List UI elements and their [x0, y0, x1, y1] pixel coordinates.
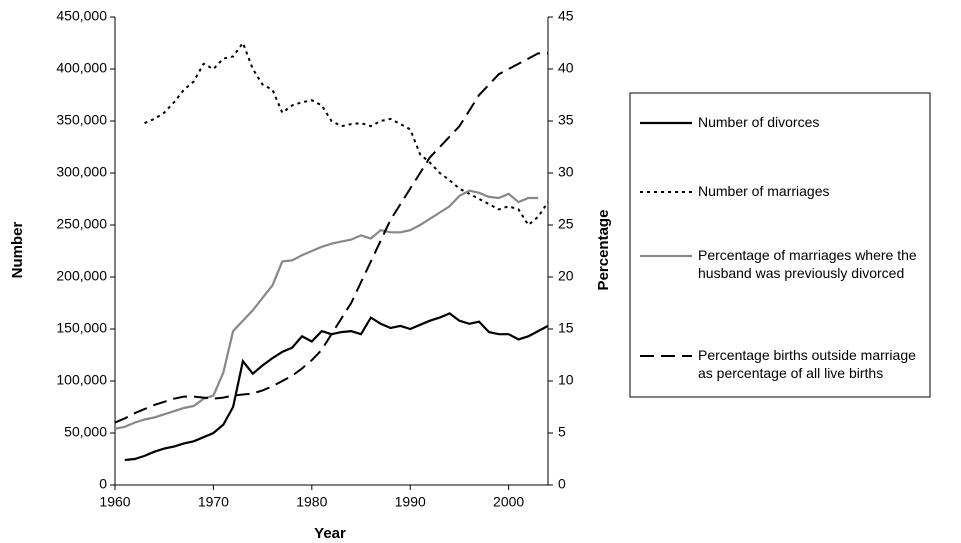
y2-tick-label: 20 — [558, 268, 574, 284]
y2-tick-label: 15 — [558, 320, 574, 336]
y2-tick-label: 25 — [558, 216, 574, 232]
y-tick-label: 200,000 — [56, 268, 107, 284]
y-tick-label: 50,000 — [64, 424, 107, 440]
x-tick-label: 1990 — [395, 494, 426, 510]
y-tick-label: 150,000 — [56, 320, 107, 336]
y2-axis-title: Percentage — [595, 210, 612, 291]
x-tick-label: 2000 — [493, 494, 524, 510]
y2-tick-label: 5 — [558, 424, 566, 440]
legend-label: Percentage of marriages where the husband… — [698, 247, 917, 281]
y-tick-label: 300,000 — [56, 164, 107, 180]
x-axis-title: Year — [314, 525, 346, 542]
y2-tick-label: 10 — [558, 372, 574, 388]
legend-item: Percentage births outside marriage as per… — [640, 347, 916, 381]
series-line — [144, 40, 549, 227]
y-tick-label: 0 — [99, 476, 107, 492]
legend-item: Number of divorces — [640, 114, 819, 130]
y2-tick-label: 45 — [558, 8, 574, 24]
y-tick-label: 450,000 — [56, 8, 107, 24]
y-tick-label: 400,000 — [56, 60, 107, 76]
y2-tick-label: 0 — [558, 476, 566, 492]
legend-label: Number of divorces — [698, 114, 819, 130]
legend-box — [629, 92, 931, 398]
y-tick-label: 350,000 — [56, 112, 107, 128]
y-tick-label: 100,000 — [56, 372, 107, 388]
legend-label: Percentage births outside marriage as per… — [698, 347, 916, 381]
series-line — [114, 52, 548, 424]
legend-item: Number of marriages — [640, 183, 830, 199]
legend-item: Percentage of marriages where the husband… — [640, 247, 917, 281]
x-tick-label: 1960 — [99, 494, 130, 510]
y2-tick-label: 30 — [558, 164, 574, 180]
legend-label: Number of marriages — [698, 183, 830, 199]
y2-tick-label: 35 — [558, 112, 574, 128]
x-tick-label: 1970 — [198, 494, 229, 510]
y-tick-label: 250,000 — [56, 216, 107, 232]
x-tick-label: 1980 — [296, 494, 327, 510]
series-line — [124, 312, 549, 462]
y-axis-title: Number — [9, 222, 26, 279]
series-line — [114, 189, 539, 430]
y2-tick-label: 40 — [558, 60, 574, 76]
